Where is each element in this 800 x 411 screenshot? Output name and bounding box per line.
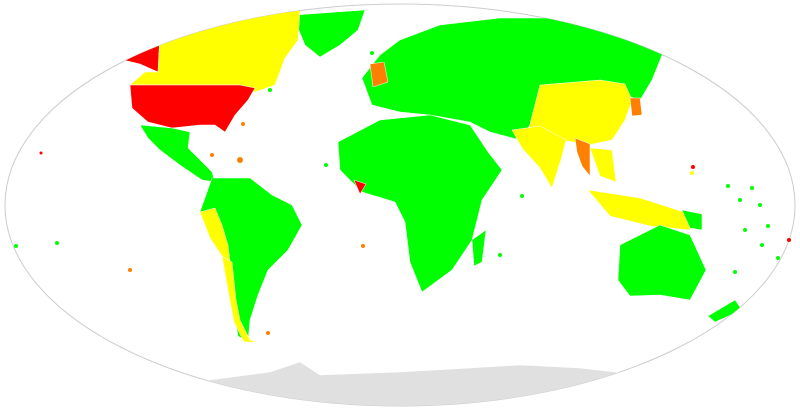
island-marker: [266, 331, 270, 335]
island-marker: [241, 122, 245, 126]
region-australia: [617, 224, 707, 301]
region-madagascar: [471, 229, 487, 267]
region-india: [511, 125, 567, 189]
island-marker: [733, 270, 737, 274]
region-usa: [129, 84, 256, 133]
island-markers: [14, 51, 791, 335]
island-marker: [787, 238, 791, 242]
island-marker: [14, 244, 18, 248]
island-marker: [324, 163, 328, 167]
region-central-america: [139, 124, 216, 183]
island-marker: [55, 241, 59, 245]
island-marker: [520, 194, 524, 198]
island-marker: [766, 224, 770, 228]
island-marker: [268, 88, 272, 92]
island-marker: [750, 186, 754, 190]
region-africa: [337, 114, 503, 293]
region-chile: [221, 255, 259, 343]
region-southeast-asia: [589, 147, 617, 183]
island-marker: [738, 198, 742, 202]
island-marker: [760, 243, 764, 247]
island-marker: [743, 228, 747, 232]
region-myanmar: [574, 137, 591, 177]
island-marker: [210, 153, 214, 157]
island-marker: [370, 51, 374, 55]
region-greenland: [294, 9, 366, 58]
region-papua-new-guinea: [681, 209, 703, 231]
island-marker: [128, 268, 132, 272]
region-indonesia: [587, 189, 691, 231]
island-marker: [776, 256, 780, 260]
island-marker: [758, 203, 762, 207]
region-korea: [629, 97, 643, 117]
island-marker: [498, 253, 502, 257]
island-marker: [39, 151, 43, 155]
region-liberia: [353, 179, 367, 195]
island-marker: [726, 184, 730, 188]
island-marker: [361, 244, 365, 248]
region-peru: [199, 207, 231, 263]
island-marker: [690, 171, 694, 175]
island-marker: [691, 165, 695, 169]
region-uk: [369, 61, 389, 88]
island-marker: [237, 157, 243, 163]
